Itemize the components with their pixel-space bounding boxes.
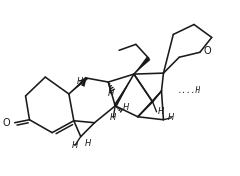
Text: H: H — [108, 89, 114, 98]
Text: O: O — [204, 46, 211, 56]
Polygon shape — [114, 74, 134, 107]
Text: H: H — [110, 113, 116, 122]
Text: H: H — [123, 103, 129, 112]
Text: H: H — [77, 77, 83, 86]
Polygon shape — [134, 56, 150, 74]
Text: H: H — [72, 141, 78, 150]
Text: H: H — [84, 139, 91, 148]
Text: O: O — [2, 118, 10, 128]
Polygon shape — [69, 77, 88, 94]
Text: ....H: ....H — [177, 86, 200, 95]
Polygon shape — [81, 78, 87, 87]
Text: H: H — [157, 107, 164, 116]
Text: H: H — [168, 113, 174, 122]
